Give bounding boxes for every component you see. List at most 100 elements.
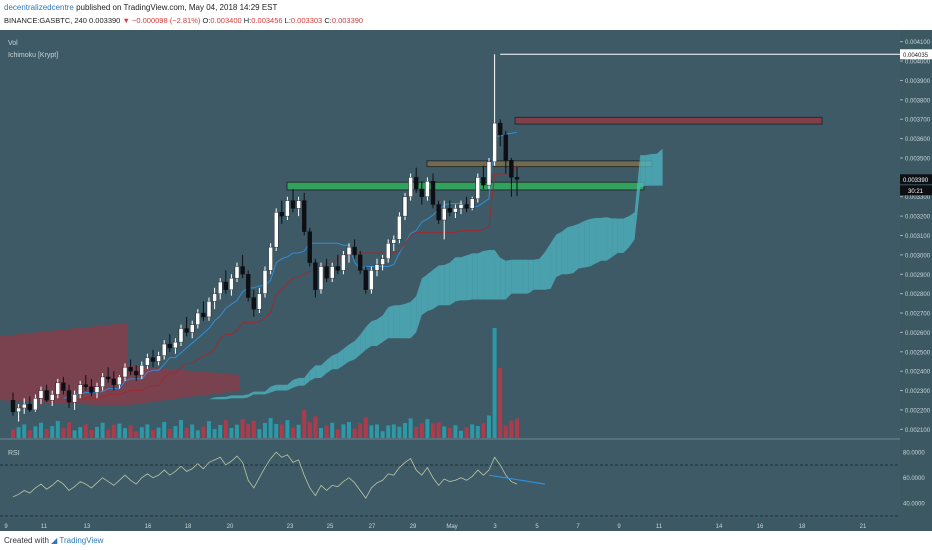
candle-body[interactable] [128,367,133,372]
candle-body[interactable] [122,367,128,378]
candle-body[interactable] [83,384,89,387]
candle-body[interactable] [55,382,60,395]
candle-body[interactable] [313,262,318,290]
candle-body[interactable] [167,343,173,349]
candle-body[interactable] [195,312,201,325]
candle-body[interactable] [38,390,44,399]
candle-body[interactable] [279,212,284,217]
candle-body[interactable] [133,370,139,376]
candle-body[interactable] [268,246,273,271]
candle-body[interactable] [111,378,117,385]
candle-body[interactable] [240,266,245,275]
candle-body[interactable] [274,212,279,248]
candle-body[interactable] [139,365,145,376]
candle-body[interactable] [10,400,16,413]
candle-body[interactable] [324,266,329,279]
candle-body[interactable] [492,122,497,163]
candle-body[interactable] [257,293,262,310]
candle-body[interactable] [290,200,296,209]
candle-body[interactable] [229,277,234,290]
price-chart[interactable]: 0.004100 0.004000 0.003900 0.003800 0.003700… [0,30,932,531]
candle-body[interactable] [117,376,122,385]
candle-body[interactable] [341,254,346,271]
mid-zone[interactable] [426,160,653,168]
candle-body[interactable] [262,270,268,294]
candle-body[interactable] [419,188,424,197]
tradingview-brand[interactable]: TradingView [59,536,104,545]
rsi-legend[interactable]: RSI [8,450,20,457]
candle-body[interactable] [436,204,441,221]
candle-body[interactable] [475,177,480,199]
candle-body[interactable] [105,376,111,380]
candle-body[interactable] [369,270,374,290]
candle-body[interactable] [156,355,161,362]
candle-body[interactable] [481,177,486,186]
candle-body[interactable] [161,343,167,356]
candle-body[interactable] [145,357,150,366]
candle-body[interactable] [184,328,189,333]
candle-body[interactable] [430,181,436,205]
candle-body[interactable] [251,297,257,310]
candle-body[interactable] [150,357,156,362]
price-axis[interactable]: 0.004100 0.004000 0.003900 0.003800 0.003700… [900,40,932,434]
candle-body[interactable] [414,177,419,190]
candle-body[interactable] [61,382,66,391]
candle-body[interactable] [397,215,402,240]
candle-body[interactable] [178,328,184,343]
candle-body[interactable] [498,122,503,135]
candle-body[interactable] [335,266,340,271]
candle-body[interactable] [296,200,301,209]
candle-body[interactable] [363,270,368,290]
candle-body[interactable] [470,198,475,209]
candle-body[interactable] [217,281,223,294]
candle-body[interactable] [458,204,464,209]
candle-body[interactable] [33,398,38,411]
candle-body[interactable] [391,239,396,244]
rsi-divergence-trendline[interactable] [488,474,546,485]
candle-body[interactable] [442,208,447,221]
candle-body[interactable] [22,403,27,409]
candle-body[interactable] [453,208,458,213]
rsi-line[interactable] [12,451,518,499]
candle-body[interactable] [100,376,105,387]
candle-body[interactable] [346,246,352,256]
candle-body[interactable] [189,324,195,333]
candle-body[interactable] [201,312,206,318]
author-link[interactable]: decentralizedcentre [4,3,74,12]
candle-body[interactable] [425,181,430,197]
candle-body[interactable] [380,258,385,265]
candle-body[interactable] [464,204,469,209]
candle-body[interactable] [234,266,240,279]
time-axis[interactable]: 9 11 13 16 18 20 23 25 27 29 May 3 5 7 9 11 14 16 18 21 [0,519,900,531]
candle-body[interactable] [66,390,72,403]
candle-body[interactable] [486,161,492,186]
support-zone[interactable] [286,181,645,191]
candle-body[interactable] [503,134,508,161]
candle-body[interactable] [358,254,363,271]
candle-body[interactable] [89,386,94,393]
candle-body[interactable] [27,403,32,411]
candle-body[interactable] [447,208,452,213]
candle-body[interactable] [318,266,324,290]
candle-body[interactable] [386,243,391,259]
candle-body[interactable] [402,196,408,217]
candle-body[interactable] [302,200,307,232]
candle-body[interactable] [44,390,49,401]
candle-body[interactable] [285,200,290,217]
candle-body[interactable] [206,301,212,318]
candle-body[interactable] [352,246,357,256]
candle-body[interactable] [245,274,251,298]
candle-body[interactable] [77,384,83,395]
candle-body[interactable] [212,293,217,302]
candle-body[interactable] [514,177,520,180]
candle-body[interactable] [223,281,229,290]
vol-legend[interactable]: Vol [8,40,18,47]
candle-body[interactable] [330,266,335,279]
candle-body[interactable] [173,341,178,349]
candle-body[interactable] [374,264,380,271]
candle-body[interactable] [72,394,77,403]
candle-body[interactable] [307,231,312,263]
candle-body[interactable] [16,407,21,413]
candle-body[interactable] [50,394,55,401]
ichimoku-legend[interactable]: Ichimoku [Krypt] [8,52,58,59]
